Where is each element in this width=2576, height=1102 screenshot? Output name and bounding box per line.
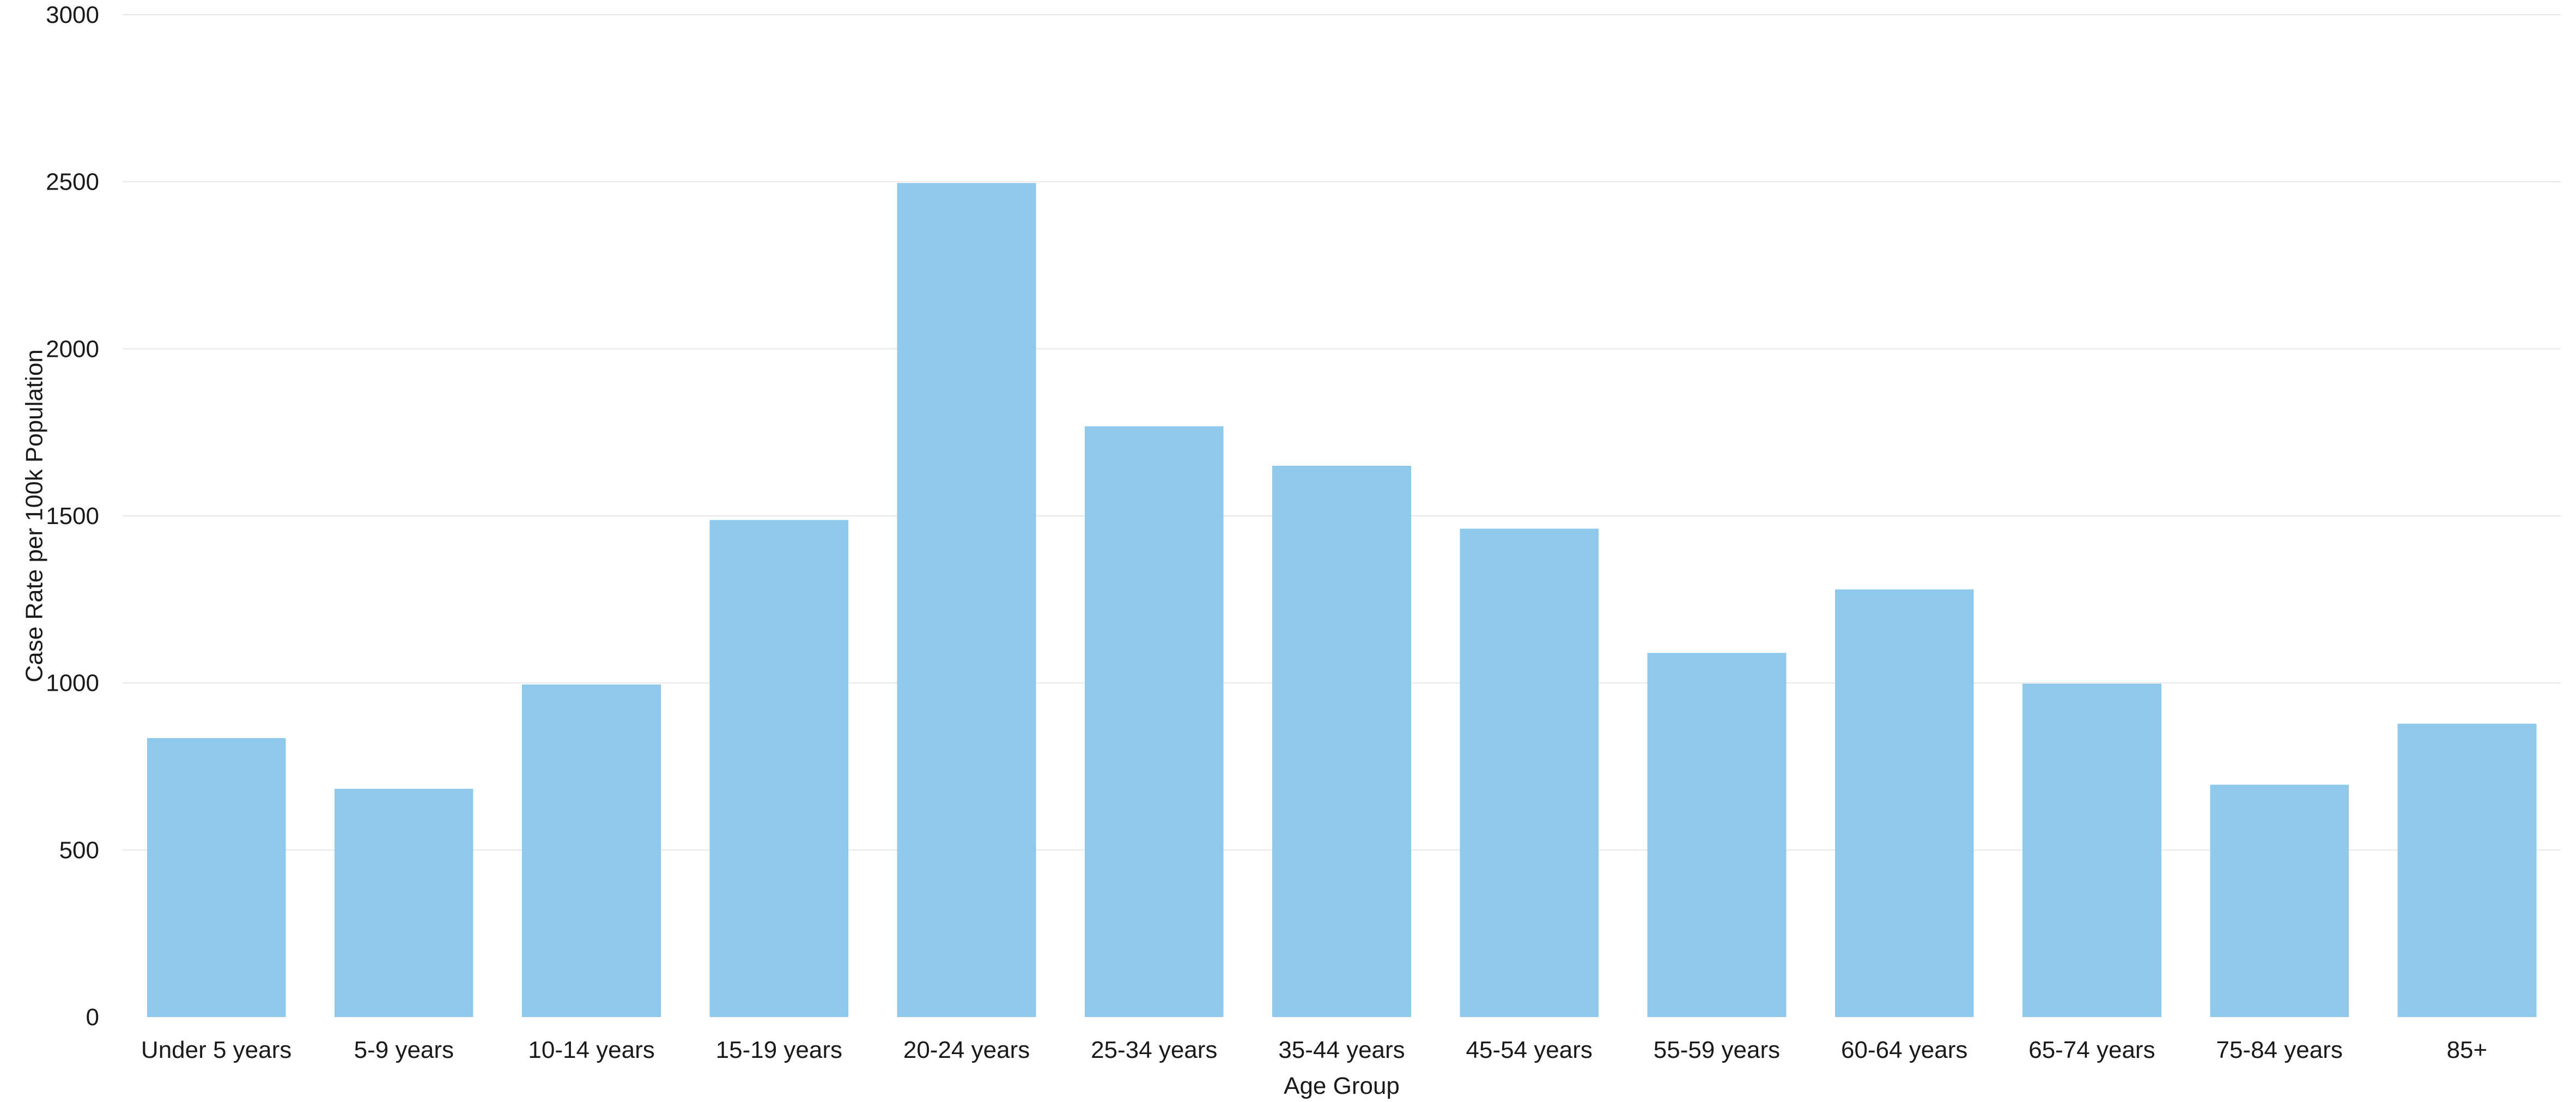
x-tick-label: 65-74 years: [2028, 1037, 2155, 1063]
y-axis-ticks: 0 500 1000 1500 2000 2500 3000: [46, 2, 99, 1031]
bar: [334, 789, 473, 1017]
y-tick-label: 2000: [46, 336, 99, 362]
x-tick-label: 35-44 years: [1278, 1037, 1405, 1063]
bar: [1460, 528, 1599, 1017]
x-tick-label: 55-59 years: [1654, 1037, 1780, 1063]
y-tick-label: 2500: [46, 169, 99, 196]
x-tick-label: 25-34 years: [1091, 1037, 1217, 1063]
x-tick-label: 45-54 years: [1466, 1037, 1593, 1063]
bar: [1084, 426, 1224, 1017]
x-tick-label: 10-14 years: [528, 1037, 654, 1063]
bar: [1834, 589, 1974, 1017]
x-tick-label: 20-24 years: [903, 1037, 1030, 1063]
x-tick-label: 60-64 years: [1841, 1037, 1967, 1063]
y-tick-label: 1500: [46, 503, 99, 529]
bar: [1272, 466, 1411, 1017]
bar: [147, 738, 286, 1017]
bar: [1647, 653, 1787, 1017]
bar: [2397, 723, 2537, 1017]
x-tick-label: 75-84 years: [2216, 1037, 2342, 1063]
x-axis-title: Age Group: [1284, 1073, 1400, 1099]
bar: [897, 183, 1036, 1017]
x-tick-label: Under 5 years: [141, 1037, 291, 1063]
bar: [709, 520, 849, 1017]
bar: [522, 684, 661, 1017]
bars: [147, 183, 2537, 1017]
x-tick-label: 15-19 years: [716, 1037, 842, 1063]
y-tick-label: 0: [86, 1004, 99, 1031]
bar: [2022, 683, 2161, 1017]
y-axis-title: Case Rate per 100k Population: [21, 349, 47, 683]
x-tick-label: 85+: [2447, 1037, 2488, 1063]
x-tick-label: 5-9 years: [354, 1037, 454, 1063]
y-tick-label: 3000: [46, 2, 99, 28]
x-axis-ticks: Under 5 years 5-9 years 10-14 years 15-19 y…: [141, 1037, 2487, 1063]
bar: [2210, 784, 2349, 1017]
y-tick-label: 1000: [46, 670, 99, 697]
y-tick-label: 500: [59, 837, 99, 863]
